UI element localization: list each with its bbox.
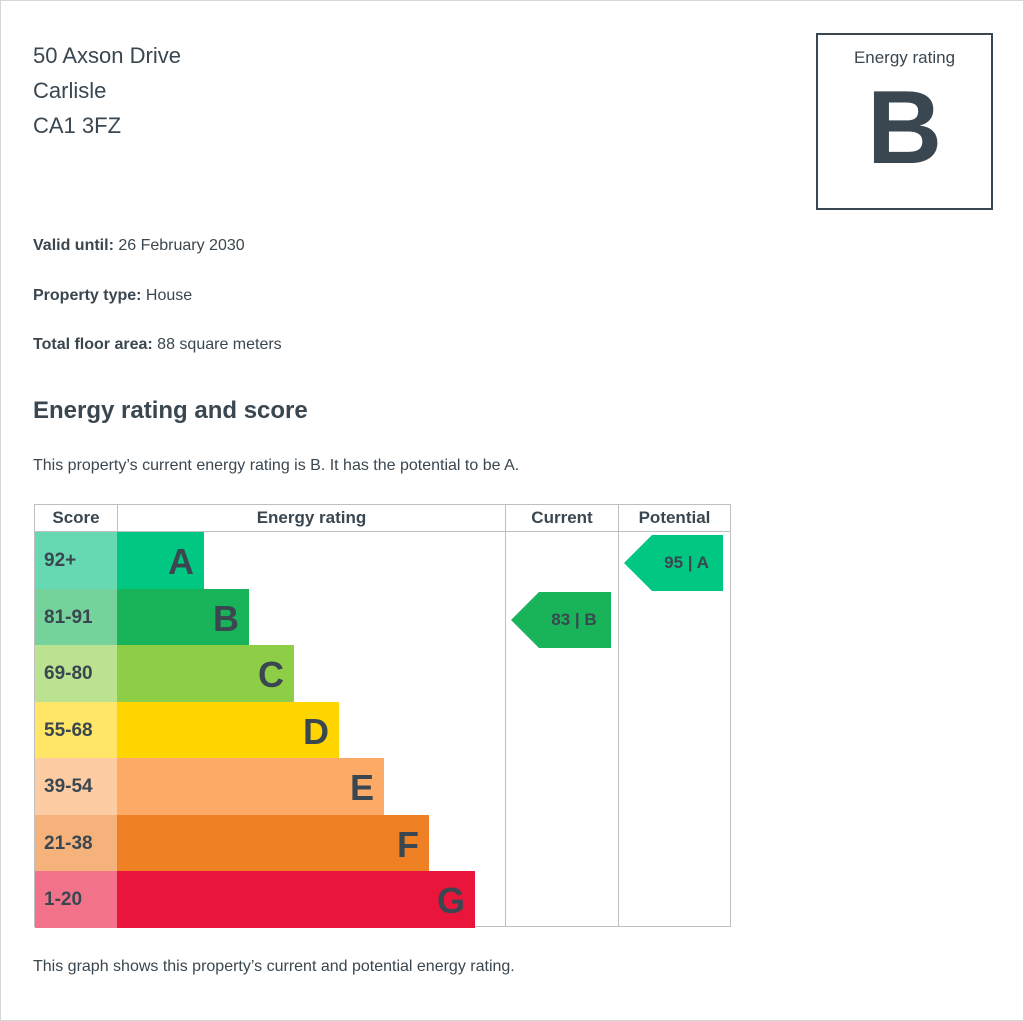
address-line-1: 50 Axson Drive: [33, 43, 181, 68]
header-potential: Potential: [638, 508, 711, 527]
energy-rating-box: Energy rating B: [816, 33, 993, 210]
property-address: 50 Axson Drive Carlisle CA1 3FZ: [33, 38, 181, 143]
header-energy-rating: Energy rating: [256, 508, 367, 527]
rating-summary: This property’s current energy rating is…: [33, 457, 520, 474]
floor-area-value: 88 square meters: [157, 336, 282, 353]
section-title: Energy rating and score: [33, 397, 308, 424]
energy-rating-graph: Score Energy rating Current Potential 92…: [34, 504, 731, 928]
table-column-divider: [730, 504, 731, 927]
table-header-divider: [34, 531, 731, 532]
header-current: Current: [531, 508, 593, 527]
graph-caption: This graph shows this property’s current…: [33, 958, 515, 975]
property-type: Property type: House: [33, 287, 192, 305]
potential-rating-arrow: 95 | A: [624, 535, 723, 591]
score-range-g: 1-20: [35, 871, 117, 928]
band-bar-c: C: [117, 645, 294, 702]
band-bar-d: D: [117, 701, 339, 759]
floor-area: Total floor area: 88 square meters: [33, 336, 282, 354]
floor-area-label: Total floor area:: [33, 336, 153, 353]
score-range-f: 21-38: [35, 814, 117, 872]
valid-until: Valid until: 26 February 2030: [33, 237, 245, 255]
band-bar-b: B: [117, 588, 249, 646]
band-bar-g: G: [117, 871, 475, 928]
valid-until-value: 26 February 2030: [118, 237, 245, 254]
energy-rating-box-label: Energy rating: [853, 48, 956, 67]
table-border-top: [34, 504, 731, 505]
score-range-e: 39-54: [35, 758, 117, 815]
property-type-label: Property type:: [33, 287, 142, 304]
band-bar-f: F: [117, 814, 429, 872]
current-rating-arrow: 83 | B: [511, 592, 611, 648]
score-range-d: 55-68: [35, 701, 117, 759]
band-bar-a: A: [117, 532, 204, 589]
band-bar-e: E: [117, 758, 384, 815]
property-type-value: House: [145, 287, 193, 304]
table-column-divider: [618, 504, 619, 927]
address-line-3: CA1 3FZ: [33, 113, 122, 138]
header-score: Score: [52, 508, 100, 527]
energy-rating-letter: B: [866, 70, 943, 186]
table-column-divider: [34, 504, 35, 927]
score-range-b: 81-91: [35, 588, 117, 646]
valid-until-label: Valid until:: [33, 237, 114, 254]
score-range-c: 69-80: [35, 645, 117, 702]
score-range-a: 92+: [35, 532, 117, 589]
address-line-2: Carlisle: [33, 78, 107, 103]
table-column-divider: [505, 504, 506, 927]
